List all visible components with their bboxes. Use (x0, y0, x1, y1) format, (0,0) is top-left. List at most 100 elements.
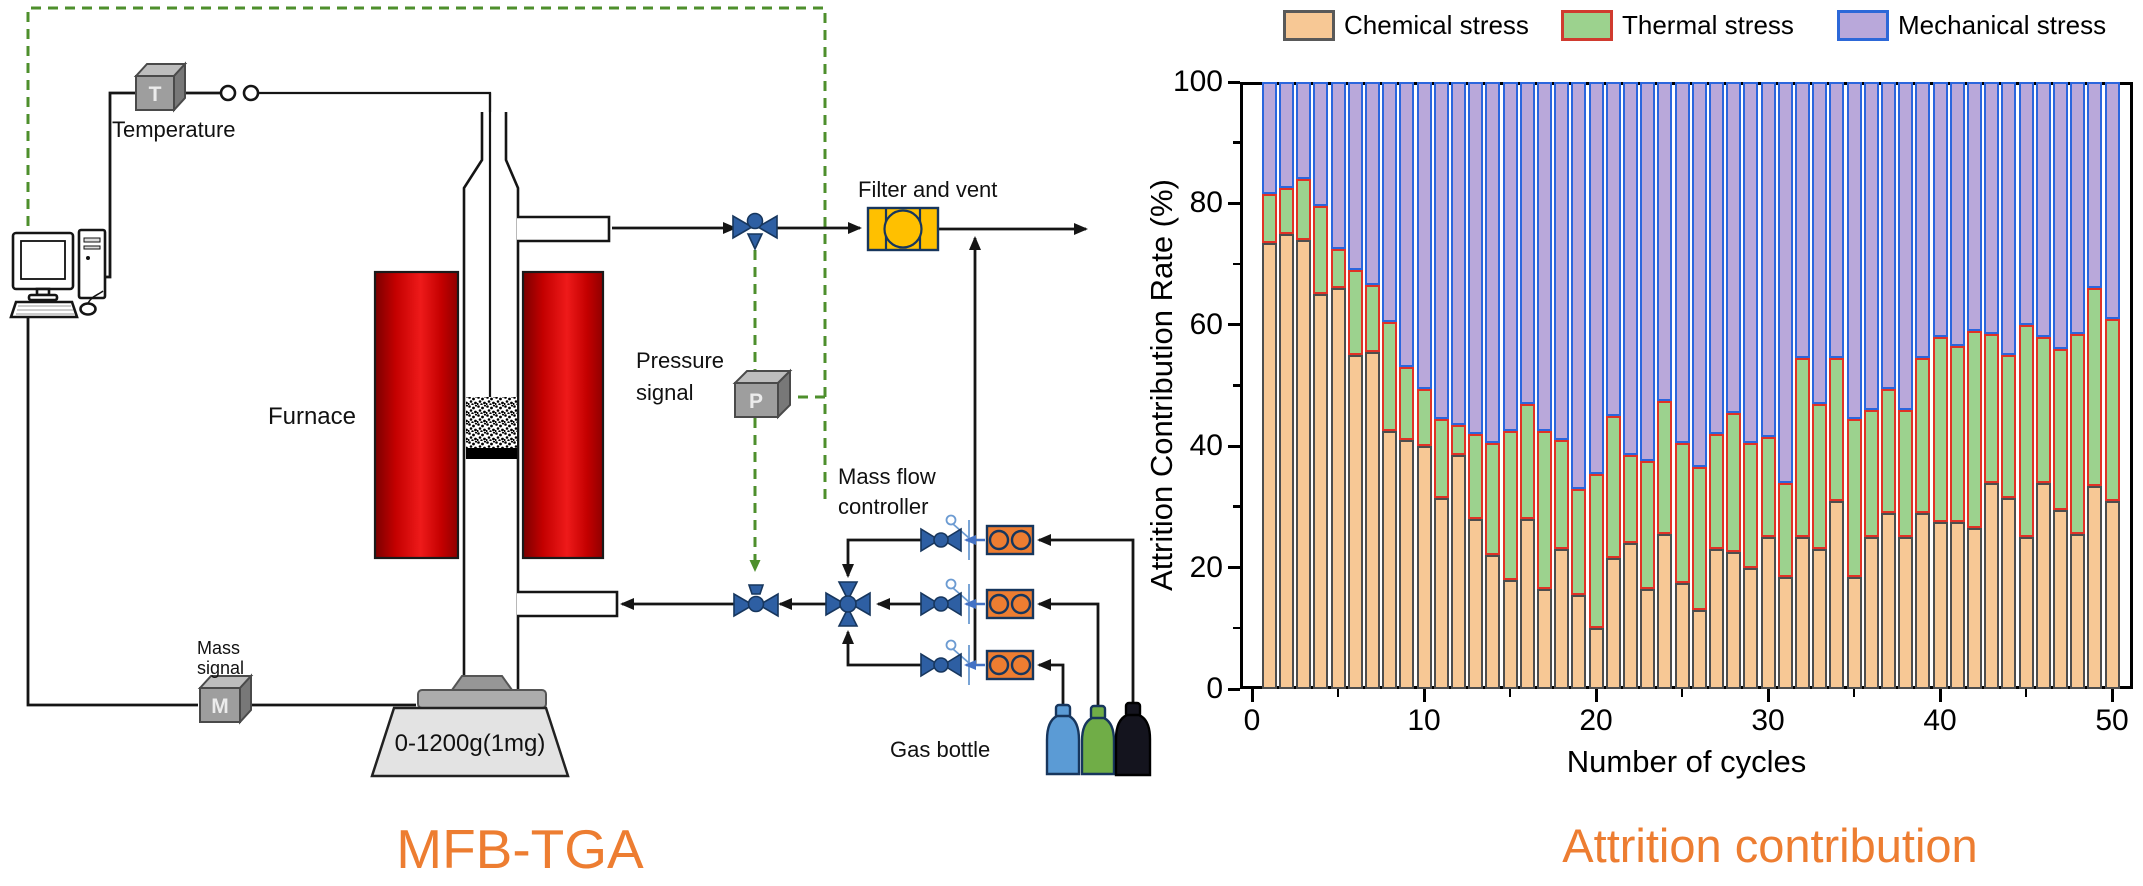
bar-cycle-40-mechanical-stress (1932, 82, 1948, 337)
gas-distributor (466, 448, 517, 459)
valve-icon (920, 591, 941, 617)
temperature-label: Temperature (112, 117, 236, 142)
bar-cycle-3-chemical-stress (1296, 239, 1312, 689)
bar-cycle-18-chemical-stress (1554, 549, 1570, 689)
chart-title: Attrition contribution (1562, 819, 1978, 872)
bar-cycle-31-mechanical-stress (1777, 82, 1793, 483)
bar-cycle-23-mechanical-stress (1640, 82, 1656, 462)
bar-cycle-4-thermal-stress (1313, 206, 1329, 295)
bar-cycle-32-thermal-stress (1794, 358, 1810, 538)
mfc-row-1 (920, 514, 1035, 560)
bar-cycle-9-mechanical-stress (1399, 82, 1415, 368)
bar-cycle-21-thermal-stress (1605, 415, 1621, 559)
valve-icon (849, 591, 871, 617)
bar-cycle-11-chemical-stress (1433, 497, 1449, 689)
x-tick-0 (1250, 689, 1254, 702)
bar-cycle-15-mechanical-stress (1502, 82, 1518, 432)
tbox-front (135, 75, 175, 111)
bar-cycle-24-mechanical-stress (1657, 82, 1673, 401)
bar-cycle-22-chemical-stress (1622, 543, 1638, 689)
pbox-letter: P (749, 390, 763, 413)
mfc-circle (1010, 654, 1032, 676)
valve-icon (837, 606, 859, 627)
bar-cycle-33-chemical-stress (1812, 549, 1828, 689)
bar-cycle-2-chemical-stress (1278, 233, 1294, 689)
legend-swatch (1283, 10, 1335, 41)
connector-circle-2 (242, 84, 260, 102)
bar-cycle-38-thermal-stress (1898, 409, 1914, 538)
bar-cycle-4-chemical-stress (1313, 294, 1329, 689)
legend-item-1: Chemical stress (1283, 10, 1529, 41)
tower-drive-slot (83, 237, 101, 243)
bar-cycle-35-chemical-stress (1846, 576, 1862, 689)
bar-cycle-50-mechanical-stress (2104, 82, 2120, 319)
bar-cycle-34-chemical-stress (1829, 500, 1845, 689)
furnace-label: Furnace (268, 403, 356, 430)
legend-label: Chemical stress (1344, 10, 1529, 40)
valve-icon (825, 591, 847, 617)
gas-line-bottle-green (1037, 598, 1100, 708)
bar-cycle-42-mechanical-stress (1966, 82, 1982, 331)
bar-cycle-42-thermal-stress (1966, 330, 1982, 529)
bar-cycle-41-chemical-stress (1949, 522, 1965, 689)
bar-cycle-1-chemical-stress (1261, 242, 1277, 689)
bar-cycle-2-thermal-stress (1278, 188, 1294, 234)
bar-cycle-15-chemical-stress (1502, 579, 1518, 689)
y-tick-0 (1228, 687, 1240, 691)
mass-signal-label-1: Mass (197, 638, 240, 658)
bar-cycle-46-mechanical-stress (2035, 82, 2051, 337)
mfc-circle (988, 593, 1010, 615)
bar-cycle-4-mechanical-stress (1313, 82, 1329, 207)
valve-icon (920, 652, 941, 678)
bar-cycle-5-chemical-stress (1330, 288, 1346, 689)
x-minor-tick-15 (1508, 689, 1512, 697)
gas-bottle-blue (1045, 714, 1081, 776)
wire-computer-to-tbox (103, 91, 136, 279)
y-tick-20 (1228, 566, 1240, 570)
bar-cycle-45-chemical-stress (2018, 537, 2034, 689)
legend-swatch (1837, 10, 1889, 41)
bar-cycle-13-mechanical-stress (1468, 82, 1484, 435)
bar-cycle-13-thermal-stress (1468, 434, 1484, 520)
bar-cycle-26-chemical-stress (1691, 610, 1707, 689)
legend-item-2: Thermal stress (1561, 10, 1794, 41)
monitor-base (27, 293, 59, 302)
bar-cycle-39-mechanical-stress (1915, 82, 1931, 359)
valve-icon (837, 581, 859, 602)
bar-cycle-35-thermal-stress (1846, 418, 1862, 577)
bar-cycle-20-mechanical-stress (1588, 82, 1604, 474)
bar-cycle-5-thermal-stress (1330, 248, 1346, 289)
bar-cycle-10-thermal-stress (1416, 388, 1432, 447)
bar-cycle-1-mechanical-stress (1261, 82, 1277, 195)
y-minor-tick-90 (1233, 141, 1240, 144)
bar-cycle-49-mechanical-stress (2087, 82, 2103, 289)
bar-cycle-44-thermal-stress (2001, 355, 2017, 498)
y-minor-tick-30 (1233, 505, 1240, 508)
bar-cycle-27-chemical-stress (1708, 549, 1724, 689)
valve-center (933, 596, 949, 612)
bar-cycle-11-mechanical-stress (1433, 82, 1449, 419)
y-tick-label-80: 80 (1189, 186, 1223, 220)
keyboard-keys (16, 305, 75, 315)
bar-cycle-37-mechanical-stress (1880, 82, 1896, 389)
y-tick-label-40: 40 (1189, 429, 1223, 463)
legend-swatch (1561, 10, 1613, 41)
bar-cycle-37-chemical-stress (1880, 512, 1896, 689)
bar-cycle-17-chemical-stress (1536, 588, 1552, 689)
valve-center (746, 212, 764, 230)
bar-cycle-19-thermal-stress (1571, 488, 1587, 595)
x-tick-label-10: 10 (1407, 704, 1441, 737)
valve-icon (941, 652, 962, 678)
valve-stem (747, 584, 765, 595)
valve-icon (733, 592, 755, 618)
y-tick-100 (1228, 80, 1240, 84)
bar-cycle-48-thermal-stress (2070, 333, 2086, 535)
bar-cycle-44-chemical-stress (2001, 497, 2017, 689)
bar-cycle-14-thermal-stress (1485, 443, 1501, 556)
bar-cycle-20-thermal-stress (1588, 473, 1604, 629)
bar-cycle-32-mechanical-stress (1794, 82, 1810, 359)
gas-line-row3-to-cross (842, 630, 921, 667)
bar-cycle-17-mechanical-stress (1536, 82, 1552, 432)
